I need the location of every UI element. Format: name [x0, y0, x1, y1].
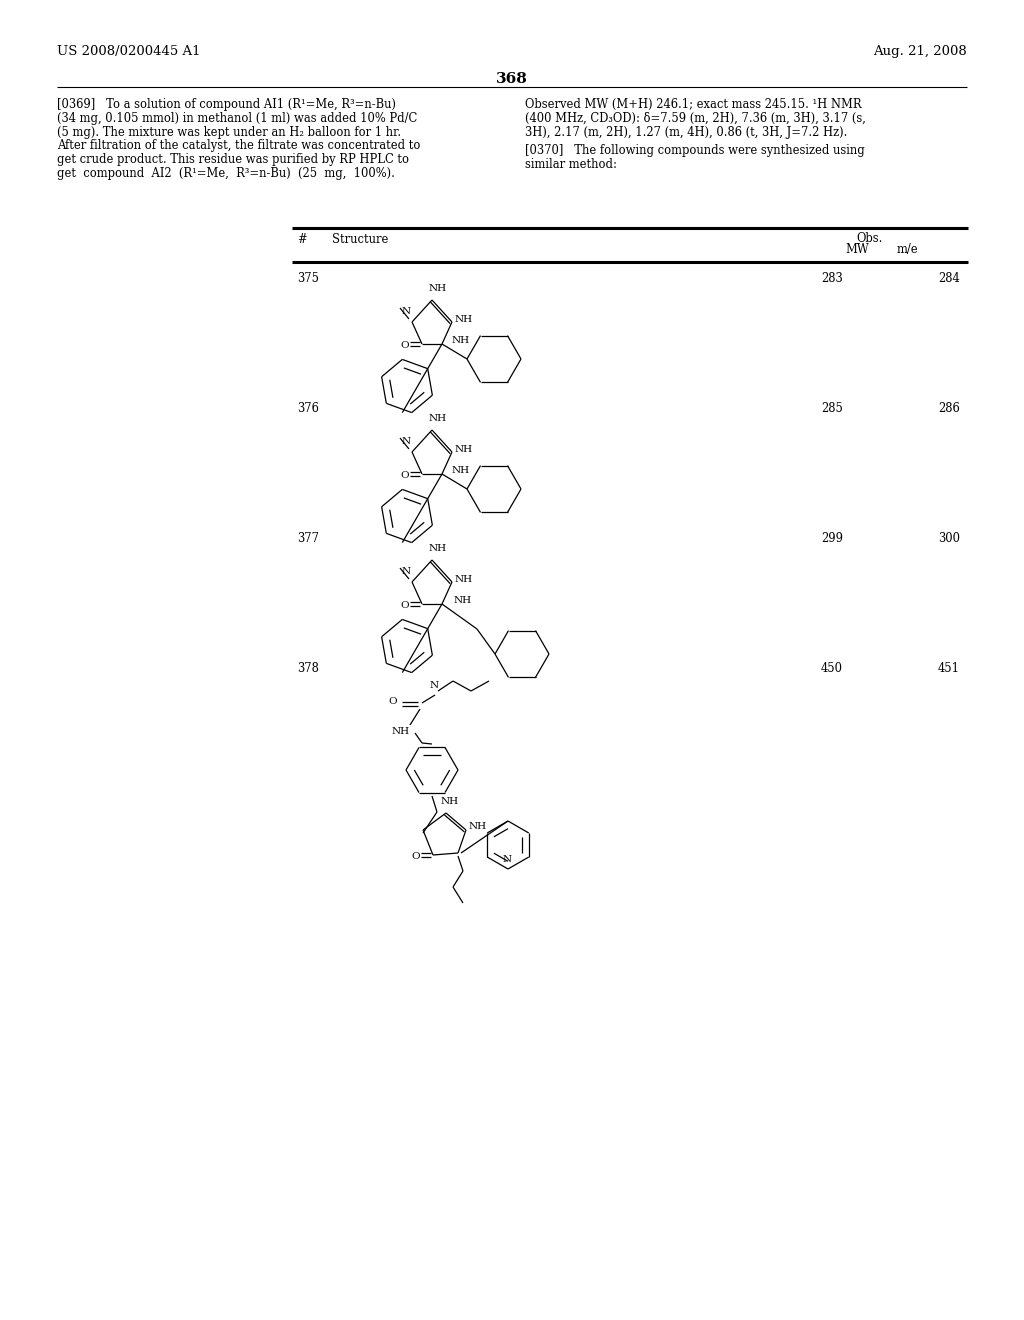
Text: get  compound  AI2  (R¹=Me,  R³=n-Bu)  (25  mg,  100%).: get compound AI2 (R¹=Me, R³=n-Bu) (25 mg… — [57, 168, 395, 180]
Text: m/e: m/e — [897, 243, 919, 256]
Text: NH: NH — [429, 284, 447, 293]
Text: MW: MW — [845, 243, 868, 256]
Text: 300: 300 — [938, 532, 961, 545]
Text: (400 MHz, CD₃OD): δ=7.59 (m, 2H), 7.36 (m, 3H), 3.17 (s,: (400 MHz, CD₃OD): δ=7.59 (m, 2H), 7.36 (… — [525, 112, 866, 125]
Text: get crude product. This residue was purified by RP HPLC to: get crude product. This residue was puri… — [57, 153, 409, 166]
Text: [0370]   The following compounds were synthesized using: [0370] The following compounds were synt… — [525, 144, 864, 157]
Text: 378: 378 — [297, 663, 318, 675]
Text: N: N — [402, 568, 411, 576]
Text: US 2008/0200445 A1: US 2008/0200445 A1 — [57, 45, 201, 58]
Text: NH: NH — [392, 727, 411, 737]
Text: 299: 299 — [821, 532, 843, 545]
Text: Obs.: Obs. — [857, 232, 883, 246]
Text: After filtration of the catalyst, the filtrate was concentrated to: After filtration of the catalyst, the fi… — [57, 140, 421, 152]
Text: NH: NH — [455, 315, 473, 323]
Text: N: N — [402, 437, 411, 446]
Text: 283: 283 — [821, 272, 843, 285]
Text: NH: NH — [452, 337, 470, 345]
Text: NH: NH — [469, 822, 487, 832]
Text: Structure: Structure — [332, 234, 388, 246]
Text: N: N — [430, 681, 439, 690]
Text: (34 mg, 0.105 mmol) in methanol (1 ml) was added 10% Pd/C: (34 mg, 0.105 mmol) in methanol (1 ml) w… — [57, 112, 417, 125]
Text: 375: 375 — [297, 272, 319, 285]
Text: 3H), 2.17 (m, 2H), 1.27 (m, 4H), 0.86 (t, 3H, J=7.2 Hz).: 3H), 2.17 (m, 2H), 1.27 (m, 4H), 0.86 (t… — [525, 125, 848, 139]
Text: 284: 284 — [938, 272, 961, 285]
Text: 450: 450 — [821, 663, 843, 675]
Text: NH: NH — [441, 797, 459, 807]
Text: NH: NH — [454, 597, 472, 605]
Text: N: N — [402, 308, 411, 315]
Text: #: # — [297, 234, 306, 246]
Text: O: O — [400, 601, 409, 610]
Text: 368: 368 — [496, 73, 528, 86]
Text: 376: 376 — [297, 403, 318, 414]
Text: NH: NH — [455, 576, 473, 583]
Text: NH: NH — [429, 414, 447, 422]
Text: N: N — [503, 855, 512, 865]
Text: NH: NH — [455, 445, 473, 454]
Text: (5 mg). The mixture was kept under an H₂ balloon for 1 hr.: (5 mg). The mixture was kept under an H₂… — [57, 125, 401, 139]
Text: Observed MW (M+H) 246.1; exact mass 245.15. ¹H NMR: Observed MW (M+H) 246.1; exact mass 245.… — [525, 98, 861, 111]
Text: O: O — [400, 341, 409, 350]
Text: O: O — [388, 697, 396, 706]
Text: [0369]   To a solution of compound AI1 (R¹=Me, R³=n-Bu): [0369] To a solution of compound AI1 (R¹… — [57, 98, 396, 111]
Text: 285: 285 — [821, 403, 843, 414]
Text: 451: 451 — [938, 663, 961, 675]
Text: NH: NH — [429, 544, 447, 553]
Text: similar method:: similar method: — [525, 158, 616, 172]
Text: 377: 377 — [297, 532, 319, 545]
Text: Aug. 21, 2008: Aug. 21, 2008 — [873, 45, 967, 58]
Text: NH: NH — [452, 466, 470, 475]
Text: O: O — [400, 471, 409, 480]
Text: O: O — [411, 851, 420, 861]
Text: 286: 286 — [938, 403, 961, 414]
